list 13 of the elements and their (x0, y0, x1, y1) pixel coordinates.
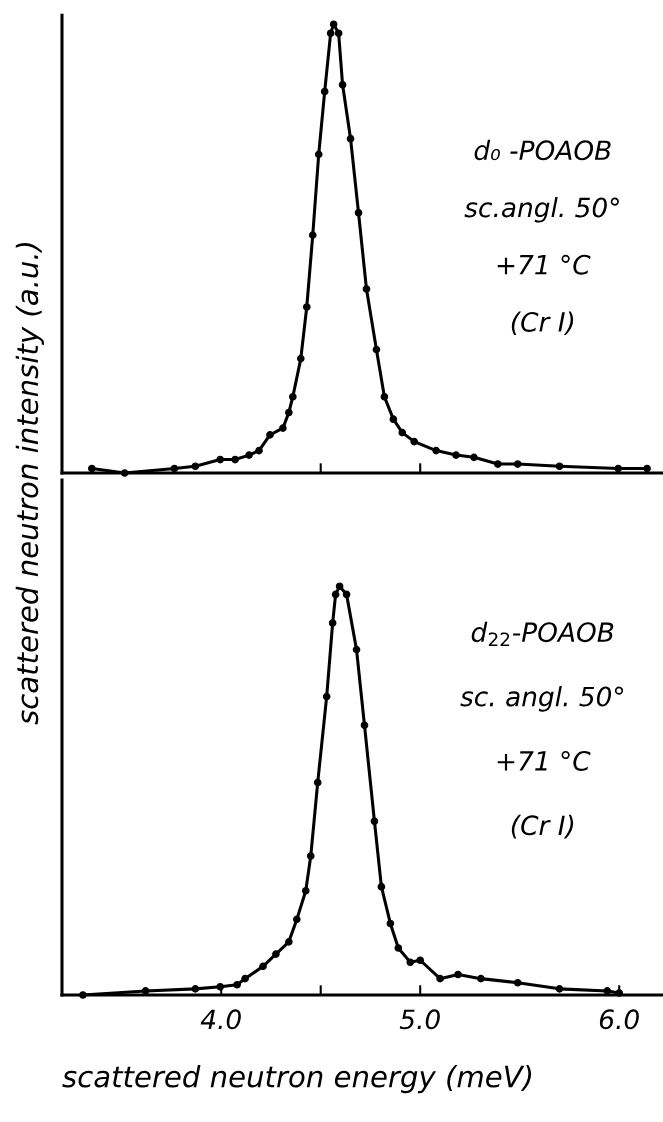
annotation: +71 °C (497, 254, 591, 275)
x-tick-label: 6.0 (599, 1009, 639, 1030)
annotation: +71 °C (497, 750, 591, 771)
x-tick-label: 4.0 (200, 1009, 241, 1030)
y-axis-title: scattered neutron intensity (a.u.) (15, 242, 44, 725)
annotation: d$_{22}$-POAOB (471, 621, 614, 647)
annotation: d₀ -POAOB (474, 139, 611, 161)
annotation: (Cr I) (511, 311, 574, 336)
x-tick-label: 5.0 (399, 1009, 440, 1030)
annotation: sc. angl. 50° (460, 686, 624, 712)
annotation: (Cr I) (511, 814, 574, 839)
x-axis-title: scattered neutron energy (meV) (62, 1064, 532, 1094)
annotation: sc.angl. 50° (464, 197, 619, 223)
